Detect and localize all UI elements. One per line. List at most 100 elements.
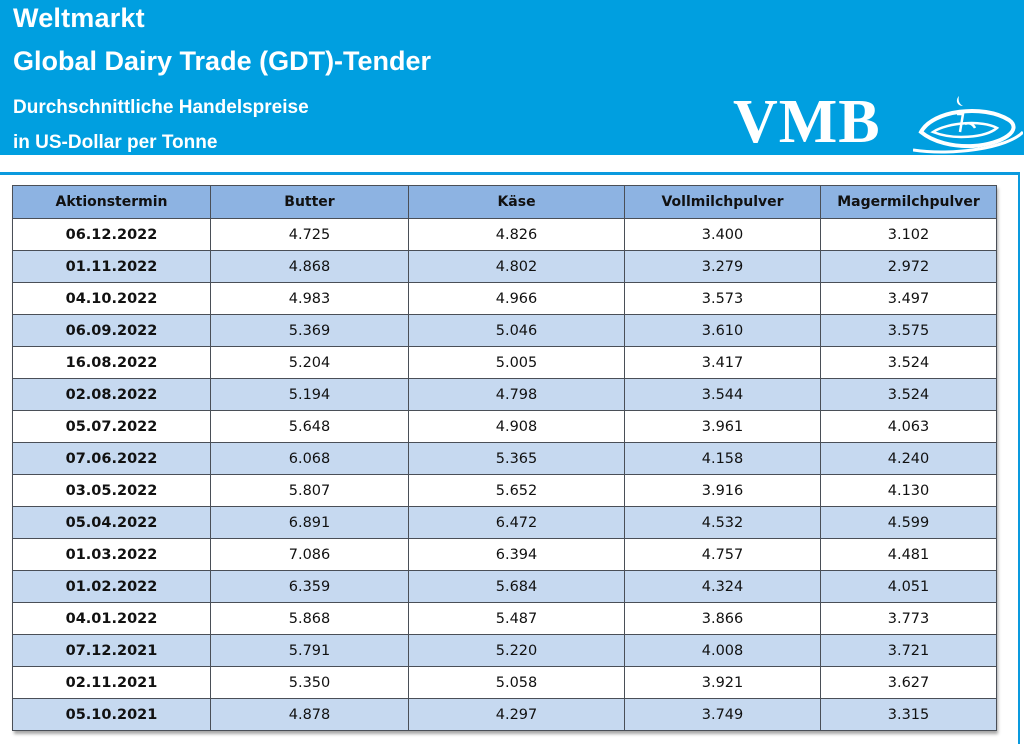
cell-butter: 5.791 xyxy=(210,634,409,667)
cell-butter: 4.983 xyxy=(210,282,409,315)
cell-date: 02.08.2022 xyxy=(12,378,211,411)
table-row: 02.08.2022 5.194 4.798 3.544 3.524 xyxy=(12,378,997,411)
column-header-vollmilchpulver: Vollmilchpulver xyxy=(624,185,821,219)
cell-kaese: 5.487 xyxy=(408,602,625,635)
cell-butter: 4.878 xyxy=(210,698,409,731)
cell-kaese: 4.798 xyxy=(408,378,625,411)
column-header-kaese: Käse xyxy=(408,185,625,219)
table-row: 01.11.2022 4.868 4.802 3.279 2.972 xyxy=(12,250,997,283)
column-header-magermilchpulver: Magermilchpulver xyxy=(820,185,997,219)
cell-magermilchpulver: 4.130 xyxy=(820,474,997,507)
cell-date: 06.09.2022 xyxy=(12,314,211,347)
cell-vollmilchpulver: 3.749 xyxy=(624,698,821,731)
cell-date: 07.12.2021 xyxy=(12,634,211,667)
cell-date: 01.11.2022 xyxy=(12,250,211,283)
cell-magermilchpulver: 4.063 xyxy=(820,410,997,443)
cell-vollmilchpulver: 3.610 xyxy=(624,314,821,347)
column-header-butter: Butter xyxy=(210,185,409,219)
cell-magermilchpulver: 3.524 xyxy=(820,378,997,411)
cell-vollmilchpulver: 3.921 xyxy=(624,666,821,699)
table-row: 03.05.2022 5.807 5.652 3.916 4.130 xyxy=(12,474,997,507)
table-row: 05.10.2021 4.878 4.297 3.749 3.315 xyxy=(12,698,997,731)
cell-date: 05.10.2021 xyxy=(12,698,211,731)
cell-vollmilchpulver: 4.158 xyxy=(624,442,821,475)
cell-magermilchpulver: 3.524 xyxy=(820,346,997,379)
table-row: 02.11.2021 5.350 5.058 3.921 3.627 xyxy=(12,666,997,699)
cell-butter: 6.891 xyxy=(210,506,409,539)
cell-kaese: 4.802 xyxy=(408,250,625,283)
cell-magermilchpulver: 4.240 xyxy=(820,442,997,475)
cell-date: 04.01.2022 xyxy=(12,602,211,635)
cell-magermilchpulver: 3.102 xyxy=(820,218,997,251)
cell-magermilchpulver: 4.481 xyxy=(820,538,997,571)
table-row: 07.06.2022 6.068 5.365 4.158 4.240 xyxy=(12,442,997,475)
cell-date: 02.11.2021 xyxy=(12,666,211,699)
cell-vollmilchpulver: 4.008 xyxy=(624,634,821,667)
cell-vollmilchpulver: 3.961 xyxy=(624,410,821,443)
cell-kaese: 4.826 xyxy=(408,218,625,251)
cell-kaese: 5.652 xyxy=(408,474,625,507)
cell-kaese: 5.046 xyxy=(408,314,625,347)
table-row: 06.12.2022 4.725 4.826 3.400 3.102 xyxy=(12,218,997,251)
cell-butter: 6.359 xyxy=(210,570,409,603)
cell-magermilchpulver: 3.773 xyxy=(820,602,997,635)
cell-magermilchpulver: 3.575 xyxy=(820,314,997,347)
table-row: 05.04.2022 6.891 6.472 4.532 4.599 xyxy=(12,506,997,539)
table-row: 01.03.2022 7.086 6.394 4.757 4.481 xyxy=(12,538,997,571)
cell-vollmilchpulver: 4.757 xyxy=(624,538,821,571)
cell-magermilchpulver: 2.972 xyxy=(820,250,997,283)
cell-vollmilchpulver: 3.400 xyxy=(624,218,821,251)
header-banner: Weltmarkt Global Dairy Trade (GDT)-Tende… xyxy=(0,0,1024,155)
cell-vollmilchpulver: 3.544 xyxy=(624,378,821,411)
cell-butter: 4.868 xyxy=(210,250,409,283)
cell-date: 01.02.2022 xyxy=(12,570,211,603)
cell-magermilchpulver: 4.599 xyxy=(820,506,997,539)
cell-butter: 5.204 xyxy=(210,346,409,379)
cell-vollmilchpulver: 3.417 xyxy=(624,346,821,379)
vmb-swirl-logo-icon xyxy=(913,96,1023,154)
column-header-aktionstermin: Aktionstermin xyxy=(12,185,211,219)
cell-vollmilchpulver: 3.279 xyxy=(624,250,821,283)
price-table-container: Aktionstermin Butter Käse Vollmilchpulve… xyxy=(12,185,997,731)
cell-butter: 7.086 xyxy=(210,538,409,571)
cell-butter: 5.369 xyxy=(210,314,409,347)
description-line: Durchschnittliche Handelspreise xyxy=(13,97,309,118)
cell-magermilchpulver: 3.627 xyxy=(820,666,997,699)
page-title: Weltmarkt xyxy=(13,3,145,33)
table-frame xyxy=(0,172,1020,744)
cell-date: 16.08.2022 xyxy=(12,346,211,379)
table-header-row: Aktionstermin Butter Käse Vollmilchpulve… xyxy=(12,185,997,219)
table-row: 04.01.2022 5.868 5.487 3.866 3.773 xyxy=(12,602,997,635)
cell-butter: 5.194 xyxy=(210,378,409,411)
cell-magermilchpulver: 3.497 xyxy=(820,282,997,315)
cell-kaese: 4.297 xyxy=(408,698,625,731)
cell-date: 07.06.2022 xyxy=(12,442,211,475)
cell-date: 04.10.2022 xyxy=(12,282,211,315)
cell-vollmilchpulver: 3.916 xyxy=(624,474,821,507)
cell-date: 06.12.2022 xyxy=(12,218,211,251)
table-row: 16.08.2022 5.204 5.005 3.417 3.524 xyxy=(12,346,997,379)
cell-kaese: 4.908 xyxy=(408,410,625,443)
cell-vollmilchpulver: 4.532 xyxy=(624,506,821,539)
unit-line: in US-Dollar per Tonne xyxy=(13,132,218,153)
cell-butter: 4.725 xyxy=(210,218,409,251)
cell-butter: 6.068 xyxy=(210,442,409,475)
logo-text: VMB xyxy=(733,88,881,156)
cell-kaese: 5.058 xyxy=(408,666,625,699)
cell-butter: 5.350 xyxy=(210,666,409,699)
vmb-logo: VMB xyxy=(733,90,1023,155)
cell-vollmilchpulver: 4.324 xyxy=(624,570,821,603)
cell-vollmilchpulver: 3.866 xyxy=(624,602,821,635)
table-row: 01.02.2022 6.359 5.684 4.324 4.051 xyxy=(12,570,997,603)
cell-kaese: 5.684 xyxy=(408,570,625,603)
cell-magermilchpulver: 3.721 xyxy=(820,634,997,667)
cell-date: 05.07.2022 xyxy=(12,410,211,443)
cell-kaese: 4.966 xyxy=(408,282,625,315)
cell-kaese: 5.005 xyxy=(408,346,625,379)
table-row: 07.12.2021 5.791 5.220 4.008 3.721 xyxy=(12,634,997,667)
cell-butter: 5.807 xyxy=(210,474,409,507)
cell-date: 05.04.2022 xyxy=(12,506,211,539)
cell-vollmilchpulver: 3.573 xyxy=(624,282,821,315)
cell-magermilchpulver: 4.051 xyxy=(820,570,997,603)
table-row: 04.10.2022 4.983 4.966 3.573 3.497 xyxy=(12,282,997,315)
